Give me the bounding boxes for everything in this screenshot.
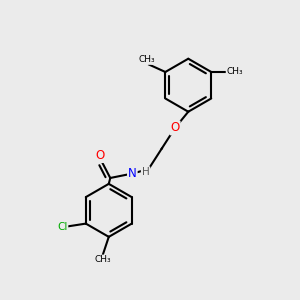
Text: CH₃: CH₃ [94, 255, 111, 264]
Text: Cl: Cl [57, 222, 68, 232]
Text: H: H [142, 167, 149, 177]
Text: CH₃: CH₃ [226, 68, 243, 76]
Text: N: N [128, 167, 137, 180]
Text: CH₃: CH₃ [139, 55, 155, 64]
Text: O: O [170, 122, 180, 134]
Text: O: O [95, 149, 105, 162]
